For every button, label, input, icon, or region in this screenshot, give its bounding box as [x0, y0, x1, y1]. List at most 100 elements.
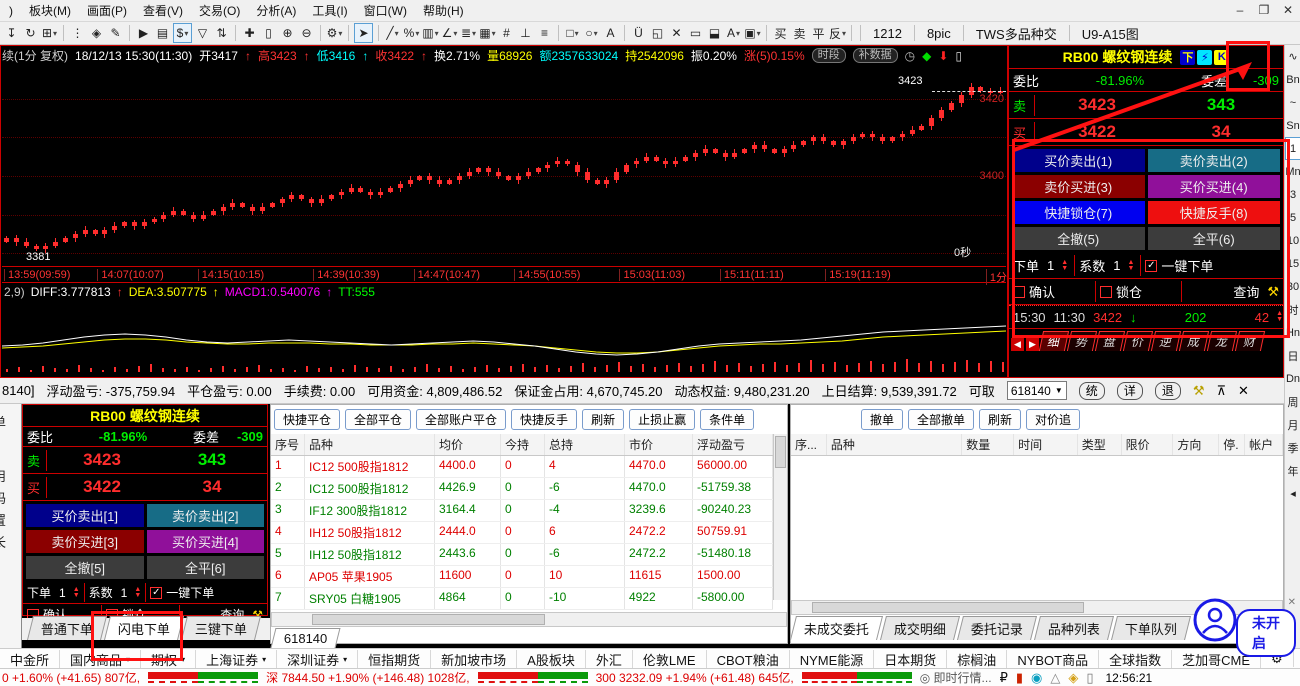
market-tab[interactable]: NYBOT商品: [1007, 649, 1100, 669]
toolbar-icon[interactable]: ✎: [110, 26, 121, 40]
orders-tab[interactable]: 品种列表: [1034, 616, 1115, 640]
tab-scroll-left[interactable]: ◀: [1011, 338, 1024, 351]
quote-tab[interactable]: 势: [1066, 331, 1098, 351]
pin-icon[interactable]: ⊼: [1216, 382, 1226, 398]
qty-value[interactable]: 1: [1047, 258, 1055, 273]
coef-value[interactable]: 1: [120, 585, 128, 600]
orders-tab[interactable]: 未成交委托: [790, 616, 884, 640]
period-button[interactable]: ∿: [1288, 51, 1298, 63]
flash-order-icon[interactable]: ⚡: [1197, 49, 1213, 65]
market-tab[interactable]: 外汇: [586, 649, 633, 669]
period-button[interactable]: 日: [1287, 350, 1299, 363]
toolbar-icon[interactable]: ▯: [265, 26, 272, 40]
menu-item[interactable]: 分析(A): [256, 4, 297, 18]
onekey-checkbox[interactable]: ✓ 一键下单: [1140, 255, 1217, 276]
order-icon[interactable]: 下: [1180, 49, 1196, 65]
account-round-button[interactable]: 详: [1116, 381, 1143, 400]
position-row[interactable]: 4 IH12 50股指1812 2444.0 0 6 2472.2 50759.91: [271, 522, 773, 544]
tools-icon[interactable]: ⚒: [252, 607, 263, 622]
kline-icon[interactable]: K: [1214, 49, 1230, 65]
column-header[interactable]: 序...: [791, 434, 827, 455]
orders-button[interactable]: 刷新: [979, 409, 1022, 430]
chart-info-button[interactable]: 时段: [811, 48, 846, 63]
flash-order-button[interactable]: 买价卖出(1): [1012, 149, 1145, 172]
period-button[interactable]: 月: [1287, 419, 1299, 432]
toolbar-icon[interactable]: ⚙ ▾: [326, 26, 343, 40]
flash-order-button[interactable]: 全平(6): [1147, 227, 1280, 250]
flash-order-button[interactable]: 全平[6]: [146, 556, 264, 579]
toolbar-icon[interactable]: ⬓: [708, 26, 721, 40]
flash-order-button[interactable]: 买价买进[4]: [146, 530, 264, 553]
account-round-button[interactable]: 统: [1078, 381, 1105, 400]
order-mode-tab[interactable]: 闪电下单: [104, 616, 185, 640]
qty-spinner[interactable]: ▲ ▼: [1061, 258, 1069, 272]
quote-tab[interactable]: 逆: [1150, 331, 1182, 351]
position-row[interactable]: 3 IF12 300股指1812 3164.4 0 -4 3239.6 -90240.23: [271, 500, 773, 522]
toolbar-icon[interactable]: ▤: [156, 26, 169, 40]
column-header[interactable]: 市价: [625, 434, 693, 455]
document-tab[interactable]: U9-A15图: [1081, 26, 1139, 42]
flash-order-button[interactable]: 卖价卖出[2]: [146, 504, 264, 527]
toolbar-icon[interactable]: ◈: [91, 26, 102, 40]
period-button[interactable]: 1: [1285, 137, 1300, 160]
flash-order-button[interactable]: 快捷锁仓(7): [1012, 201, 1145, 224]
toolbar-icon[interactable]: ▶: [138, 26, 149, 40]
period-button[interactable]: 时: [1287, 304, 1299, 317]
period-button[interactable]: ◂: [1290, 488, 1296, 500]
query-button[interactable]: 查询: [1181, 281, 1263, 302]
quote-tab[interactable]: 盘: [1094, 331, 1126, 351]
toolbar-icon[interactable]: ◱: [651, 26, 664, 40]
document-tab[interactable]: 1212: [873, 25, 902, 41]
flash-order-button[interactable]: 买价卖出[1]: [26, 504, 144, 527]
toolbar-icon[interactable]: 平: [812, 26, 825, 41]
document-tab[interactable]: TWS多品种交: [975, 26, 1057, 42]
ask-price[interactable]: 3423: [83, 450, 121, 469]
coef-spinner[interactable]: ▲ ▼: [134, 585, 142, 599]
menu-item[interactable]: 交易(O): [199, 4, 241, 18]
toolbar-icon[interactable]: ➤: [354, 23, 373, 43]
toolbar-icon[interactable]: ⊞ ▾: [41, 26, 58, 40]
period-button[interactable]: 5: [1289, 211, 1297, 224]
position-row[interactable]: 5 IH12 50股指1812 2443.6 0 -6 2472.2 -51480.18: [271, 544, 773, 566]
chart-info-button[interactable]: 补数据: [852, 48, 898, 63]
period-button[interactable]: Bn: [1286, 73, 1300, 86]
market-tab[interactable]: 芝加哥CME: [1172, 649, 1262, 669]
toolbar-icon[interactable]: ▭: [689, 26, 702, 40]
period-button[interactable]: Sn: [1286, 119, 1300, 132]
window-control-button[interactable]: ✕: [1282, 3, 1294, 17]
candlestick-chart[interactable]: 3423 3381 3420 3400 0秒: [2, 64, 1006, 265]
tools-icon[interactable]: ⚒: [1192, 382, 1205, 398]
orders-tab[interactable]: 委托记录: [957, 616, 1038, 640]
orders-hscrollbar[interactable]: [791, 600, 1283, 615]
position-row[interactable]: 2 IC12 500股指1812 4426.9 0 -6 4470.0 -51759.38: [271, 478, 773, 500]
orders-button[interactable]: 对价追: [1026, 409, 1081, 430]
coef-value[interactable]: 1: [1113, 258, 1121, 273]
service-badge[interactable]: 未开启 ✕: [1192, 597, 1296, 657]
position-row[interactable]: 6 AP05 苹果1905 11600 0 10 11615 1500.00: [271, 566, 773, 588]
period-button[interactable]: 15: [1286, 257, 1300, 270]
market-tab[interactable]: 国内商品 ▾: [60, 649, 142, 669]
account-tab[interactable]: 618140: [270, 628, 341, 648]
orders-tab[interactable]: 成交明细: [880, 616, 961, 640]
download-icon[interactable]: ⬇: [938, 48, 949, 63]
tools-icon[interactable]: ⚒: [1267, 283, 1279, 299]
close-icon[interactable]: ✕: [1238, 382, 1249, 398]
toolbar-icon[interactable]: ▽: [197, 26, 208, 40]
market-tab[interactable]: 深圳证券 ▾: [277, 649, 359, 669]
positions-button[interactable]: 止损止赢: [629, 409, 696, 430]
position-row[interactable]: 7 SRY05 白糖1905 4864 0 -10 4922 -5800.00: [271, 588, 773, 610]
flash-order-button[interactable]: 卖价卖出(2): [1147, 149, 1280, 172]
column-header[interactable]: 总持: [545, 434, 625, 455]
clock-icon[interactable]: ◷: [904, 48, 916, 63]
period-button[interactable]: 周: [1287, 396, 1299, 409]
toolbar-icon[interactable]: ╱ ▾: [386, 26, 399, 40]
market-tab[interactable]: 期权 ▾: [141, 649, 197, 669]
document-tab[interactable]: 8pic: [926, 25, 951, 41]
orders-button[interactable]: 全部撤单: [908, 409, 975, 430]
toolbar-icon[interactable]: 卖: [793, 26, 806, 41]
settings-gear-icon[interactable]: ⚙: [1261, 651, 1294, 667]
toolbar-icon[interactable]: ○ ▾: [585, 26, 598, 40]
positions-button[interactable]: 快捷反手: [511, 409, 578, 430]
toolbar-icon[interactable]: ⋮: [71, 26, 84, 40]
toolbar-icon[interactable]: A: [606, 26, 615, 40]
